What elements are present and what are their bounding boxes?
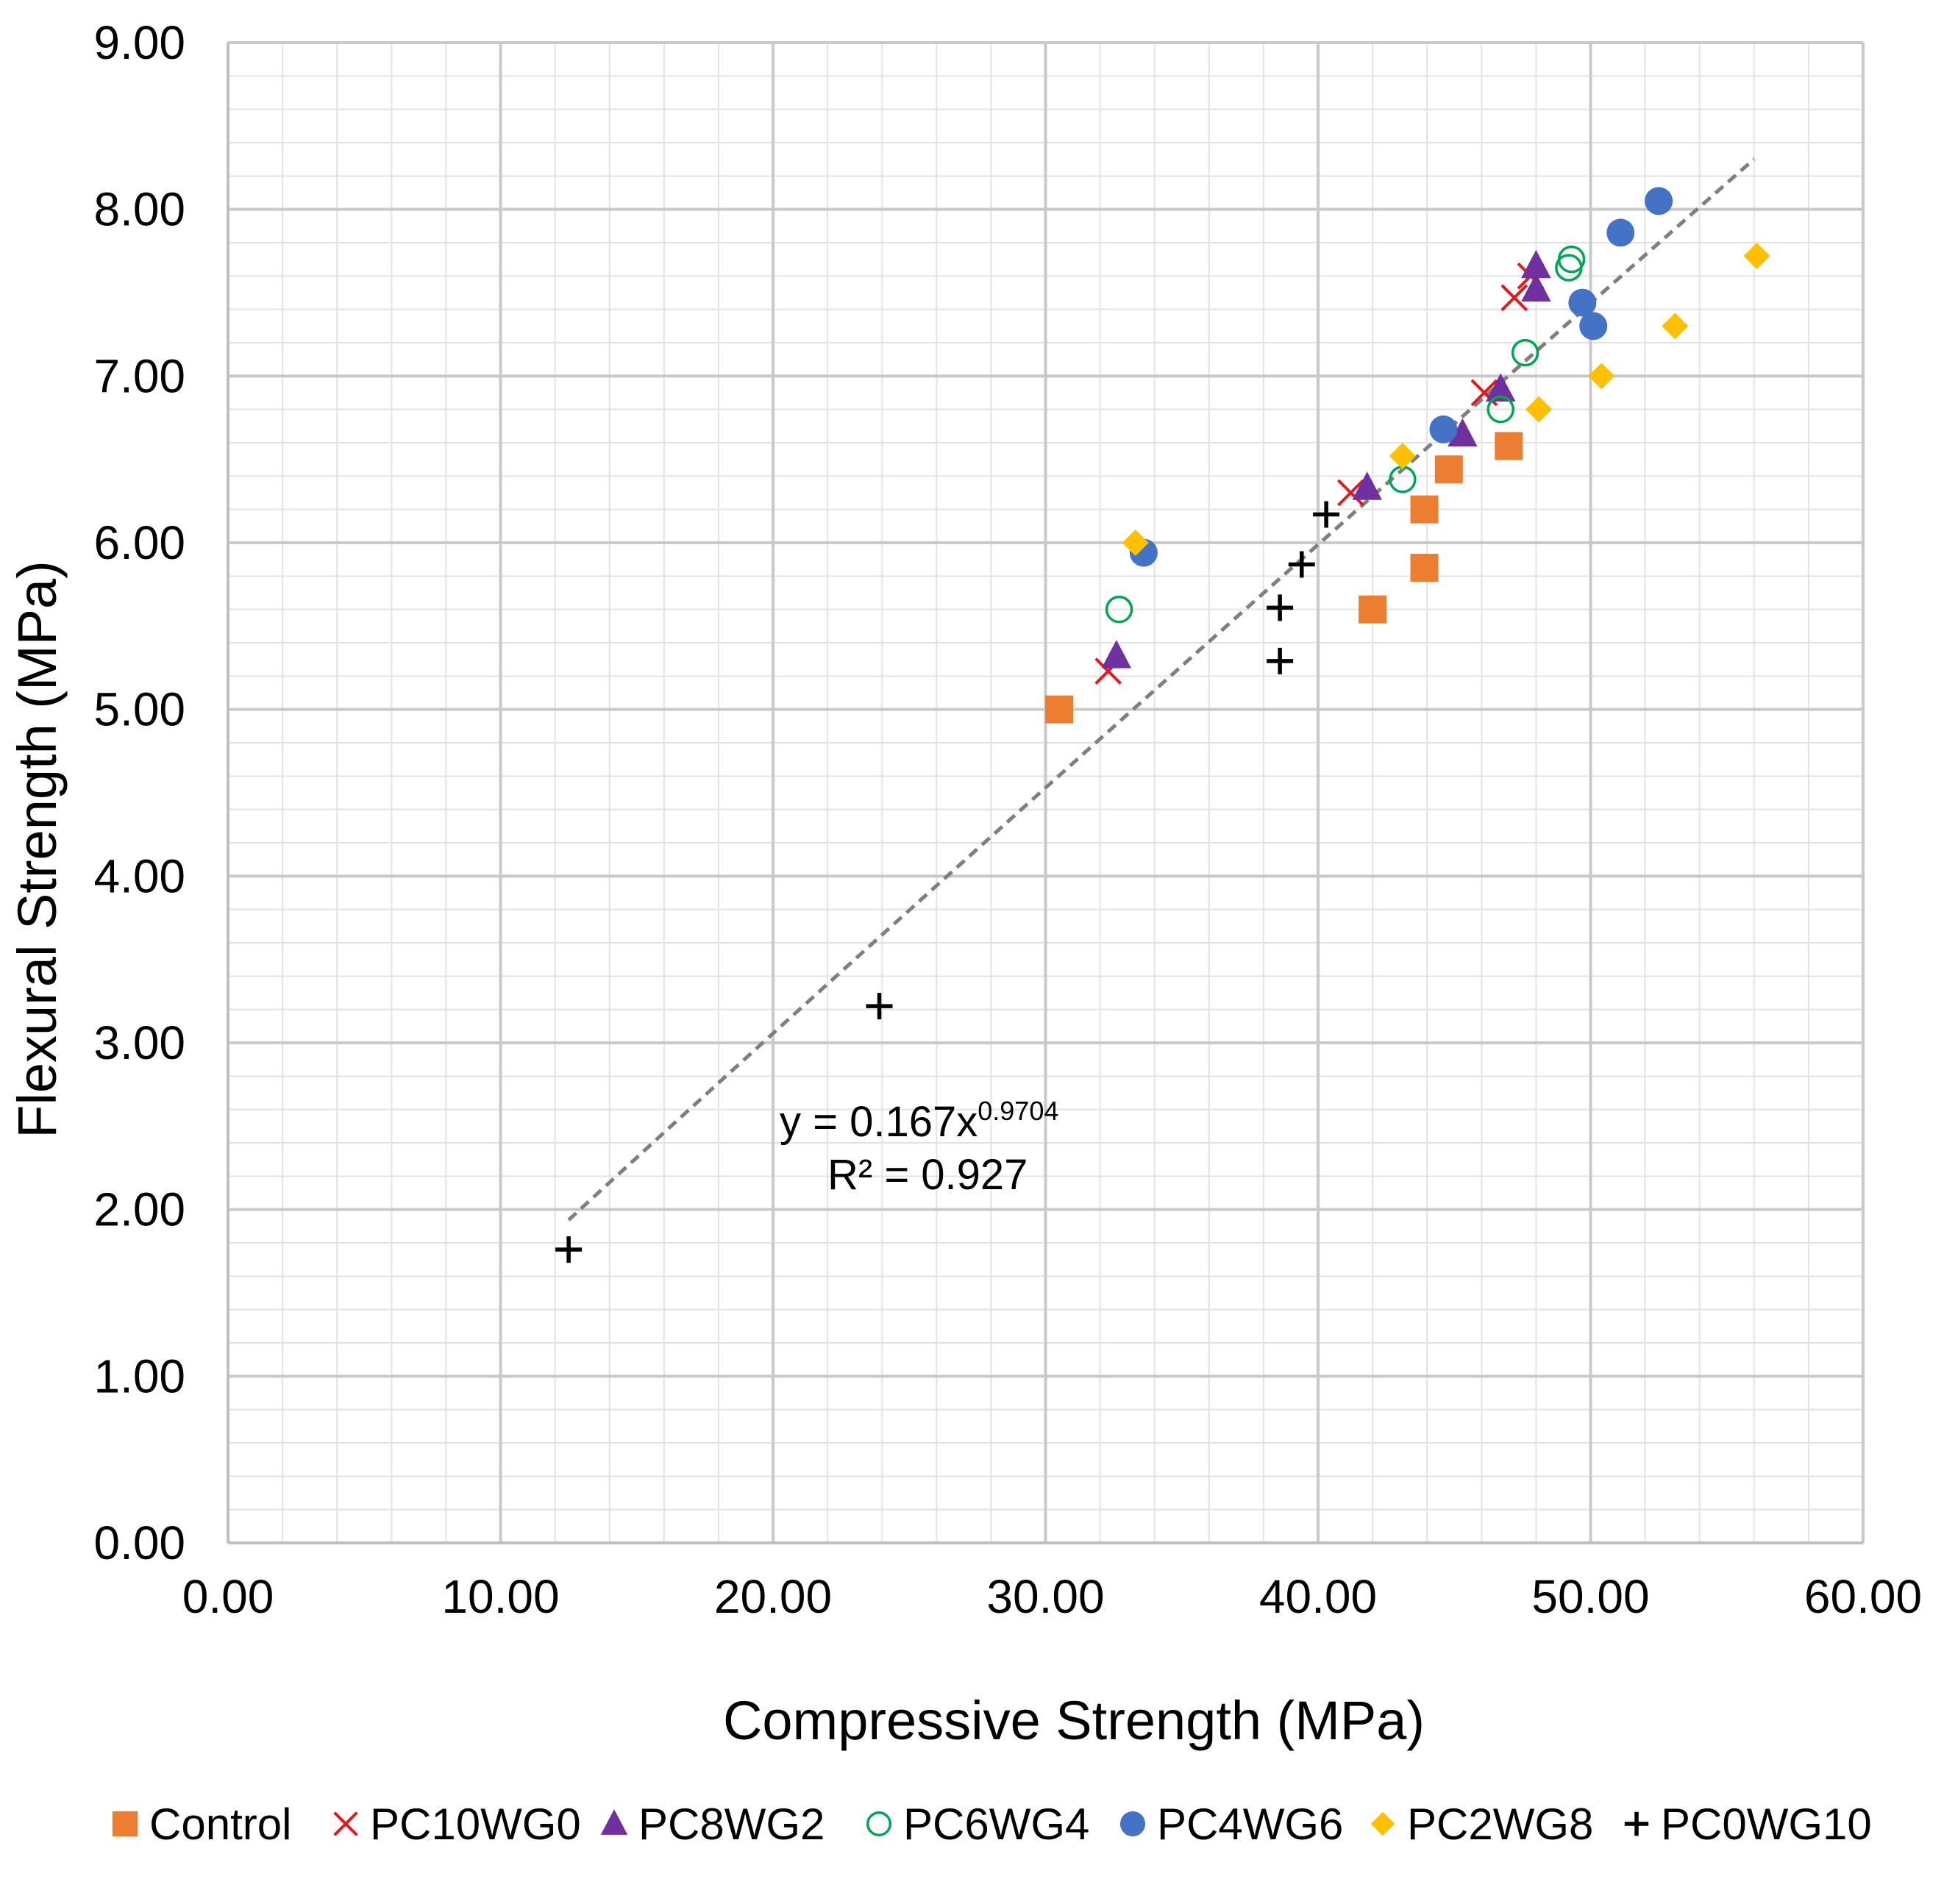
legend-label-pc10wg0: PC10WG0 xyxy=(370,1800,581,1849)
legend-label-pc2wg8: PC2WG8 xyxy=(1407,1800,1593,1849)
legend-label-control: Control xyxy=(149,1800,291,1849)
y-tick-label: 9.00 xyxy=(93,16,185,69)
y-tick-label: 4.00 xyxy=(93,849,185,902)
data-point-pc0wg10 xyxy=(1267,594,1294,621)
y-tick-label: 3.00 xyxy=(93,1016,185,1069)
trendline-equation: y = 0.167x0.9704 xyxy=(780,1096,1058,1146)
data-point-control xyxy=(1410,554,1439,582)
data-point-pc8wg2 xyxy=(1448,418,1478,447)
x-tick-label: 20.00 xyxy=(714,1570,832,1623)
legend-label-pc0wg10: PC0WG10 xyxy=(1661,1800,1872,1849)
data-point-pc10wg0 xyxy=(1337,479,1364,507)
trendline xyxy=(567,157,1756,1222)
x-tick-label: 60.00 xyxy=(1804,1570,1922,1623)
data-point-pc4wg6 xyxy=(1606,218,1635,247)
legend-item-pc8wg2: PC8WG2 xyxy=(600,1800,825,1849)
legend-item-pc10wg0: PC10WG0 xyxy=(333,1800,581,1849)
series-pc2wg8 xyxy=(1122,243,1770,556)
data-point-pc0wg10 xyxy=(1313,501,1340,528)
data-point-pc8wg2 xyxy=(1352,471,1382,500)
legend-item-pc6wg4: PC6WG4 xyxy=(866,1800,1089,1849)
legend-label-pc4wg6: PC4WG6 xyxy=(1157,1800,1343,1849)
legend-marker-pc10wg0 xyxy=(333,1811,358,1836)
trendline-equation-exponent: 0.9704 xyxy=(978,1096,1058,1126)
x-tick-label: 40.00 xyxy=(1259,1570,1377,1623)
data-point-pc4wg6 xyxy=(1645,187,1673,215)
data-point-pc8wg2 xyxy=(1521,273,1551,302)
data-point-pc0wg10 xyxy=(555,1236,583,1263)
x-tick-label: 30.00 xyxy=(986,1570,1104,1623)
legend-item-pc2wg8: PC2WG8 xyxy=(1370,1800,1593,1849)
data-point-pc0wg10 xyxy=(1288,551,1315,578)
y-tick-label: 2.00 xyxy=(93,1183,185,1236)
series-pc6wg4 xyxy=(1105,245,1586,624)
trendline-equation-base: y = 0.167x xyxy=(780,1098,978,1146)
data-point-pc2wg8 xyxy=(1662,313,1689,340)
data-point-control xyxy=(1359,595,1387,624)
data-point-pc4wg6 xyxy=(1568,288,1597,317)
y-tick-label: 6.00 xyxy=(93,516,185,569)
legend-marker-pc8wg2 xyxy=(600,1809,628,1835)
data-point-pc6wg4 xyxy=(1557,245,1586,274)
data-point-pc6wg4 xyxy=(1511,338,1539,367)
data-point-pc2wg8 xyxy=(1389,443,1416,470)
data-point-pc2wg8 xyxy=(1743,243,1770,270)
y-tick-label: 5.00 xyxy=(93,683,185,736)
legend-marker-pc2wg8 xyxy=(1370,1811,1395,1836)
legend-item-pc4wg6: PC4WG6 xyxy=(1119,1800,1343,1849)
x-tick-labels: 0.00 10.00 20.00 30.00 40.00 50.00 60.00 xyxy=(182,1570,1922,1623)
data-point-pc2wg8 xyxy=(1122,530,1149,556)
series-pc0wg10 xyxy=(555,501,1340,1263)
data-point-pc0wg10 xyxy=(866,993,893,1020)
legend-item-control: Control xyxy=(112,1800,291,1849)
data-point-control xyxy=(1045,695,1074,724)
legend-label-pc6wg4: PC6WG4 xyxy=(903,1800,1089,1849)
data-points xyxy=(555,187,1770,1263)
data-point-pc8wg2 xyxy=(1485,373,1516,402)
y-tick-labels: 0.00 1.00 2.00 3.00 4.00 5.00 6.00 7.00 8.00 9.00 xyxy=(93,16,185,1569)
axes xyxy=(227,43,1863,1544)
data-point-pc0wg10 xyxy=(1267,647,1294,674)
data-point-pc6wg4 xyxy=(1487,395,1514,424)
x-tick-label: 10.00 xyxy=(441,1570,559,1623)
y-tick-label: 1.00 xyxy=(93,1349,185,1402)
data-point-control xyxy=(1410,495,1439,524)
data-point-control xyxy=(1495,432,1523,460)
y-tick-label: 7.00 xyxy=(93,349,185,402)
series-control xyxy=(1045,432,1523,724)
legend-item-pc0wg10: PC0WG10 xyxy=(1624,1800,1872,1849)
data-point-pc6wg4 xyxy=(1105,595,1133,624)
legend-marker-pc4wg6 xyxy=(1119,1811,1146,1837)
trendline-r-squared: R² = 0.927 xyxy=(827,1151,1028,1199)
legend-marker-pc0wg10 xyxy=(1624,1811,1649,1836)
data-point-pc4wg6 xyxy=(1429,415,1458,443)
legend-marker-pc6wg4 xyxy=(866,1811,892,1837)
trendline-power-fit xyxy=(567,157,1756,1222)
legend-label-pc8wg2: PC8WG2 xyxy=(638,1800,825,1849)
x-tick-label: 50.00 xyxy=(1531,1570,1649,1623)
legend-marker-control xyxy=(112,1811,138,1837)
data-point-pc8wg2 xyxy=(1101,640,1132,668)
legend: Control PC10WG0 PC8WG2 PC6WG4 PC4WG6 PC2WG8 PC… xyxy=(112,1800,1872,1849)
x-tick-label: 0.00 xyxy=(182,1570,274,1623)
data-point-pc4wg6 xyxy=(1579,312,1608,340)
y-axis-title: Flexural Strength (MPa) xyxy=(7,560,68,1138)
y-tick-label: 0.00 xyxy=(93,1516,185,1569)
data-point-control xyxy=(1434,455,1463,484)
y-tick-label: 8.00 xyxy=(93,183,185,236)
data-point-pc8wg2 xyxy=(1521,249,1551,279)
x-axis-title: Compressive Strength (MPa) xyxy=(723,1690,1425,1751)
data-point-pc10wg0 xyxy=(1500,284,1528,312)
series-pc8wg2 xyxy=(1101,249,1551,668)
data-point-pc2wg8 xyxy=(1525,396,1553,423)
data-point-pc2wg8 xyxy=(1588,363,1615,390)
